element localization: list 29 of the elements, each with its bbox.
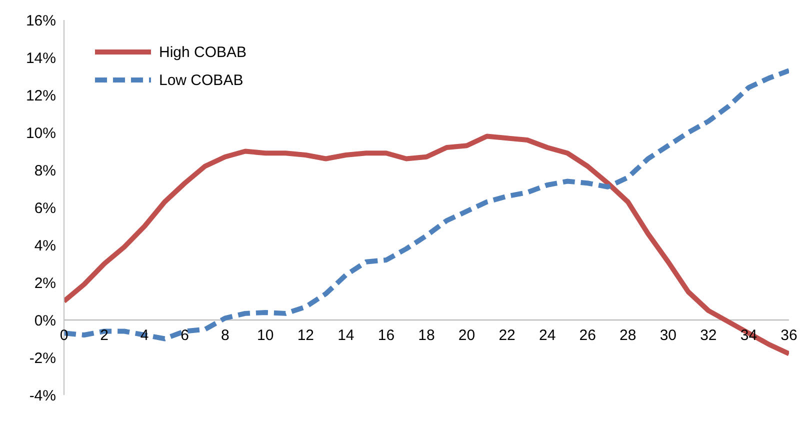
y-tick-label: 6% (34, 200, 56, 217)
x-tick-label: 0 (60, 327, 68, 344)
x-tick-label: 14 (338, 327, 354, 344)
y-tick-label: 2% (34, 274, 56, 292)
y-tick-label: 12% (26, 87, 56, 104)
x-tick-label: 26 (579, 327, 596, 344)
y-tick-label: 16% (26, 12, 56, 30)
y-tick-label: 10% (26, 124, 56, 142)
x-tick-label: 24 (538, 327, 556, 344)
x-tick-label: 32 (700, 327, 717, 344)
x-tick-label: 16 (378, 327, 395, 344)
x-tick-label: 22 (498, 327, 516, 344)
y-tick-label: 0% (34, 312, 56, 330)
x-tick-label: 30 (660, 327, 677, 344)
y-tick-label: -4% (29, 387, 56, 404)
y-tick-label: 4% (34, 237, 56, 254)
x-tick-label: 28 (620, 327, 636, 344)
x-tick-label: 8 (220, 327, 230, 344)
x-tick-label: 18 (418, 327, 435, 344)
x-tick-label: 36 (780, 327, 798, 344)
x-tick-label: 6 (180, 327, 190, 344)
y-tick-label: 8% (34, 162, 56, 180)
y-tick-label: -2% (29, 350, 56, 367)
legend-label: Low COBAB (159, 72, 244, 88)
legend-label: High COBAB (159, 44, 247, 60)
y-tick-label: 14% (26, 50, 56, 67)
x-tick-label: 10 (257, 327, 274, 344)
x-tick-label: 20 (458, 327, 476, 344)
x-tick-label: 12 (297, 327, 314, 344)
